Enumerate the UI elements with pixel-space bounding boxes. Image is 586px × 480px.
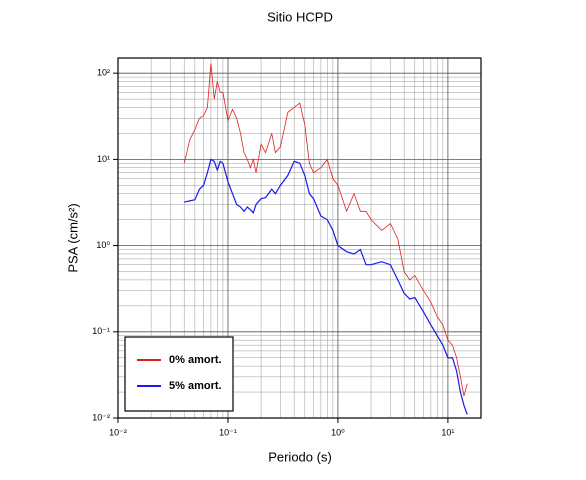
plot-frame bbox=[117, 57, 482, 419]
y-tick-label: 10⁻² bbox=[92, 412, 110, 422]
x-tick-label: 10¹ bbox=[441, 427, 454, 437]
x-tick-label: 10⁻² bbox=[109, 427, 127, 437]
y-tick-label: 10⁰ bbox=[96, 240, 110, 250]
y-tick-label: 10⁻¹ bbox=[92, 326, 110, 336]
y-tick-label: 10² bbox=[97, 68, 110, 78]
chart-title: Sitio HCPD bbox=[267, 9, 333, 24]
y-axis-label: PSA (cm/s²) bbox=[65, 203, 80, 272]
series-line bbox=[184, 158, 468, 415]
series-line bbox=[183, 63, 468, 397]
legend-label: 0% amort. bbox=[169, 354, 222, 366]
y-tick-label: 10¹ bbox=[97, 154, 110, 164]
x-tick-label: 10⁰ bbox=[331, 427, 345, 437]
legend-label: 5% amort. bbox=[169, 380, 222, 392]
legend-box bbox=[124, 336, 234, 412]
x-tick-label: 10⁻¹ bbox=[219, 427, 237, 437]
x-axis-label: Periodo (s) bbox=[268, 449, 332, 464]
